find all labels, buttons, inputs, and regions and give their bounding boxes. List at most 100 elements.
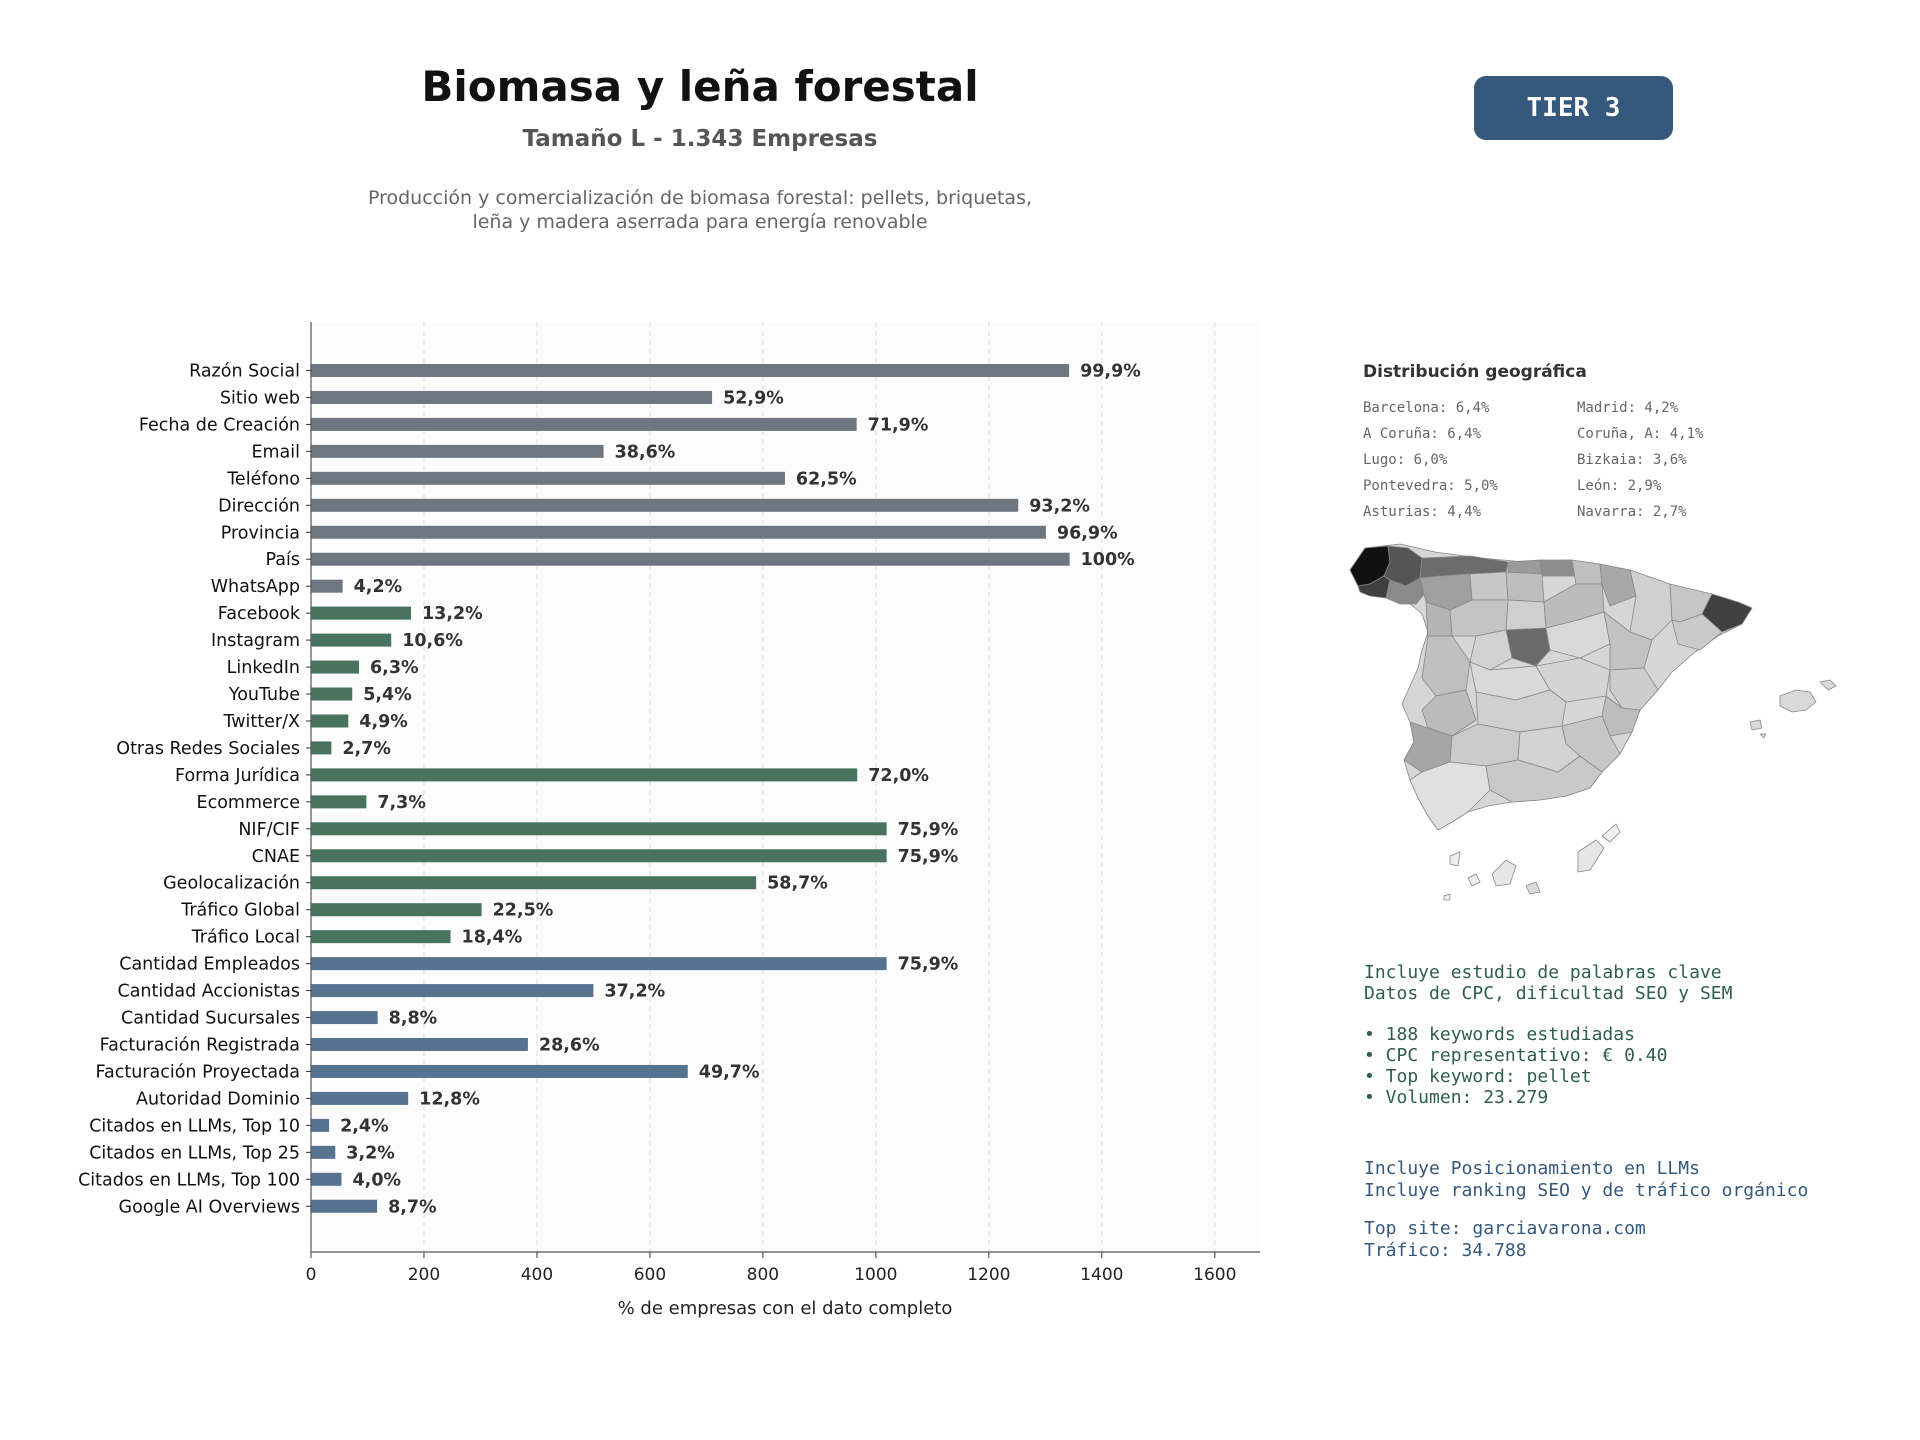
- bar: [311, 1064, 688, 1078]
- category-label: Google AI Overviews: [119, 1197, 300, 1217]
- spain-choropleth-map: [1349, 543, 1837, 901]
- geo-item: Pontevedra: 5,0%: [1363, 478, 1498, 494]
- value-label: 72,0%: [868, 766, 929, 786]
- value-label: 4,2%: [354, 577, 403, 597]
- value-label: 6,3%: [370, 658, 419, 678]
- value-label: 10,6%: [402, 631, 463, 651]
- value-label: 8,8%: [389, 1009, 438, 1029]
- value-label: 49,7%: [699, 1062, 760, 1082]
- category-label: Citados en LLMs, Top 100: [78, 1170, 300, 1190]
- category-label: Twitter/X: [222, 712, 300, 732]
- map-region: [1507, 559, 1543, 575]
- category-label: NIF/CIF: [238, 820, 300, 840]
- x-tick-label: 1400: [1080, 1265, 1123, 1285]
- map-region: [1779, 689, 1817, 713]
- bar: [311, 714, 349, 728]
- value-label: 28,6%: [539, 1036, 600, 1056]
- bar: [311, 930, 451, 944]
- description-line-2: leña y madera aserrada para energía reno…: [472, 211, 928, 233]
- category-label: Provincia: [221, 523, 300, 543]
- description-line-1: Producción y comercialización de biomasa…: [367, 187, 1033, 209]
- bar: [311, 579, 343, 593]
- category-label: Facturación Proyectada: [96, 1062, 300, 1082]
- bar: [311, 525, 1046, 539]
- geo-item: Asturias: 4,4%: [1363, 504, 1482, 520]
- bar: [311, 849, 887, 863]
- value-label: 93,2%: [1029, 496, 1090, 516]
- x-tick-label: 800: [747, 1265, 779, 1285]
- bar: [311, 1145, 336, 1159]
- seo-line-1: Incluye Posicionamiento en LLMs: [1364, 1158, 1700, 1179]
- chart-grid: [310, 322, 1260, 1252]
- category-label: LinkedIn: [227, 658, 300, 678]
- geo-item: Navarra: 2,7%: [1577, 504, 1687, 520]
- bar: [311, 471, 785, 485]
- map-region: [1467, 873, 1481, 887]
- bar: [311, 903, 482, 917]
- x-tick-label: 1600: [1193, 1265, 1236, 1285]
- category-label: Tráfico Global: [180, 901, 300, 921]
- page-description: Producción y comercialización de biomasa…: [200, 186, 1200, 234]
- map-region: [1819, 679, 1837, 691]
- value-label: 37,2%: [604, 982, 665, 1002]
- bar: [311, 606, 411, 620]
- map-region: [1759, 733, 1767, 739]
- category-label: Fecha de Creación: [139, 415, 300, 435]
- value-label: 3,2%: [346, 1143, 395, 1163]
- keywords-bullet: • CPC representativo: € 0.40: [1364, 1045, 1668, 1066]
- bar: [311, 390, 713, 404]
- keywords-bullet: • Volumen: 23.279: [1364, 1087, 1549, 1108]
- geo-item: A Coruña: 6,4%: [1363, 426, 1482, 442]
- x-tick-label: 1200: [967, 1265, 1010, 1285]
- x-tick-label: 600: [634, 1265, 666, 1285]
- x-tick-label: 200: [408, 1265, 440, 1285]
- x-tick-label: 1000: [854, 1265, 897, 1285]
- seo-traffic: Tráfico: 34.788: [1364, 1240, 1527, 1261]
- map-region: [1443, 893, 1451, 901]
- value-label: 52,9%: [723, 388, 784, 408]
- map-region: [1505, 599, 1547, 631]
- seo-info: Incluye Posicionamiento en LLMs Incluye …: [1364, 1158, 1808, 1262]
- geo-item: León: 2,9%: [1577, 478, 1662, 494]
- bar: [311, 364, 1070, 377]
- page-title: Biomasa y leña forestal: [421, 62, 979, 111]
- bar: [311, 660, 360, 674]
- bar-chart: 99,9% 52,9% 71,9% 38,6% 62,5% 93,2% 96,9% 100% 4…: [78, 322, 1260, 1319]
- bar: [311, 687, 353, 701]
- value-label: 58,7%: [767, 874, 828, 894]
- geo-distribution-list: Barcelona: 6,4% Madrid: 4,2% A Coruña: 6…: [1363, 398, 1783, 522]
- map-region: [1749, 719, 1763, 731]
- value-label: 2,7%: [342, 739, 391, 759]
- map-region: [1601, 823, 1621, 843]
- value-label: 12,8%: [419, 1089, 480, 1109]
- bar: [311, 741, 332, 755]
- value-label: 7,3%: [377, 793, 426, 813]
- keywords-bullet: • Top keyword: pellet: [1364, 1066, 1592, 1087]
- map-region: [1485, 755, 1603, 803]
- chart-bars: 99,9% 52,9% 71,9% 38,6% 62,5% 93,2% 96,9% 100% 4…: [311, 362, 1141, 1217]
- keywords-bullet: • 188 keywords estudiadas: [1364, 1024, 1635, 1045]
- bar: [311, 876, 757, 890]
- bar: [311, 552, 1070, 566]
- value-label: 62,5%: [796, 469, 857, 489]
- map-region: [1385, 577, 1427, 605]
- x-tick-label: 0: [306, 1265, 317, 1285]
- category-label: Dirección: [218, 496, 300, 516]
- category-label: Otras Redes Sociales: [116, 739, 300, 759]
- category-label: Facturación Registrada: [100, 1036, 300, 1056]
- value-label: 38,6%: [615, 442, 676, 462]
- value-label: 8,7%: [388, 1197, 437, 1217]
- x-tick-label: 400: [521, 1265, 553, 1285]
- x-axis-label: % de empresas con el dato completo: [618, 1298, 953, 1319]
- bar: [311, 498, 1019, 512]
- category-label: Autoridad Dominio: [136, 1089, 300, 1109]
- map-region: [1505, 571, 1545, 603]
- category-label: Tráfico Local: [191, 928, 300, 948]
- category-label: Citados en LLMs, Top 25: [89, 1143, 300, 1163]
- tier-badge: TIER 3: [1474, 76, 1673, 140]
- geo-item: Lugo: 6,0%: [1363, 452, 1448, 468]
- bar: [311, 768, 858, 782]
- category-label: Razón Social: [189, 362, 300, 382]
- value-label: 99,9%: [1080, 362, 1141, 382]
- value-label: 75,9%: [898, 820, 959, 840]
